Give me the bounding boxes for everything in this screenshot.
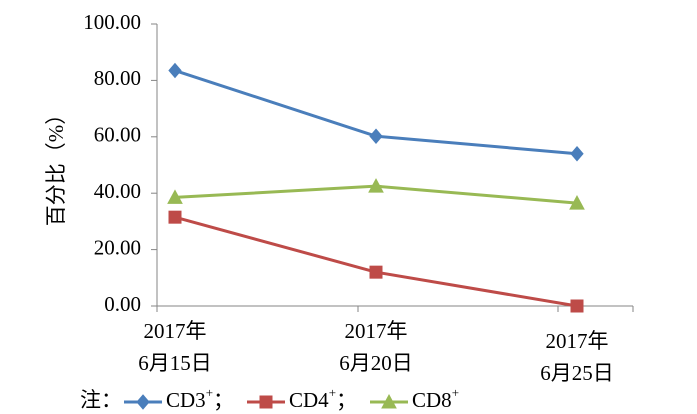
data-point-square xyxy=(168,210,182,224)
y-tick-label: 80.00 xyxy=(94,66,141,90)
legend-item-cd3: CD3+； xyxy=(124,385,234,412)
series-cd3 xyxy=(168,62,584,162)
data-point-triangle xyxy=(167,189,183,204)
data-point-triangle xyxy=(381,393,397,409)
legend: 注： CD3+； CD4+； CD8+ xyxy=(80,385,459,412)
data-point-triangle xyxy=(569,195,585,210)
x-tick-label: 2017年 xyxy=(345,319,408,343)
x-tick-label: 6月20日 xyxy=(339,351,413,375)
legend-item-cd8: CD8+ xyxy=(370,385,459,412)
series-cd8 xyxy=(167,178,585,210)
y-tick-labels: 0.00 20.00 40.00 60.00 80.00 100.00 xyxy=(83,10,141,316)
x-tick-label: 6月15日 xyxy=(138,351,212,375)
x-tick-label: 2017年 xyxy=(546,329,609,353)
y-tick-label: 100.00 xyxy=(83,10,141,34)
data-point-diamond xyxy=(570,145,584,162)
y-axis-label: 百分比（%） xyxy=(44,104,68,227)
data-point-square xyxy=(259,395,273,409)
data-point-triangle xyxy=(368,178,384,193)
y-tick-label: 20.00 xyxy=(94,235,141,259)
legend-label: CD4+； xyxy=(289,385,357,412)
y-tick-label: 0.00 xyxy=(104,292,141,316)
y-axis-title: 百分比（%） xyxy=(44,104,68,227)
legend-item-cd4: CD4+； xyxy=(247,385,357,412)
series-cd4 xyxy=(168,210,584,313)
series-layer xyxy=(167,62,585,313)
y-tick-label: 60.00 xyxy=(94,123,141,147)
series-line xyxy=(174,215,578,308)
axes xyxy=(151,23,634,312)
legend-prefix: 注： xyxy=(80,388,122,412)
x-tick-labels: 2017年 6月15日 2017年 6月20日 2017年 6月25日 xyxy=(138,319,614,385)
x-tick-label: 2017年 xyxy=(144,319,207,343)
legend-label: CD3+； xyxy=(166,385,234,412)
data-point-diamond xyxy=(168,62,182,79)
x-tick-label: 6月25日 xyxy=(540,361,614,385)
legend-label: CD8+ xyxy=(412,385,459,412)
data-point-square xyxy=(369,265,383,279)
data-point-square xyxy=(570,299,584,313)
data-point-diamond xyxy=(136,394,150,410)
data-point-diamond xyxy=(369,128,383,145)
y-tick-label: 40.00 xyxy=(94,179,141,203)
